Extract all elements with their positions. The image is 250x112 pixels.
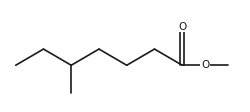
Text: O: O [201, 60, 209, 70]
Text: O: O [178, 22, 186, 31]
